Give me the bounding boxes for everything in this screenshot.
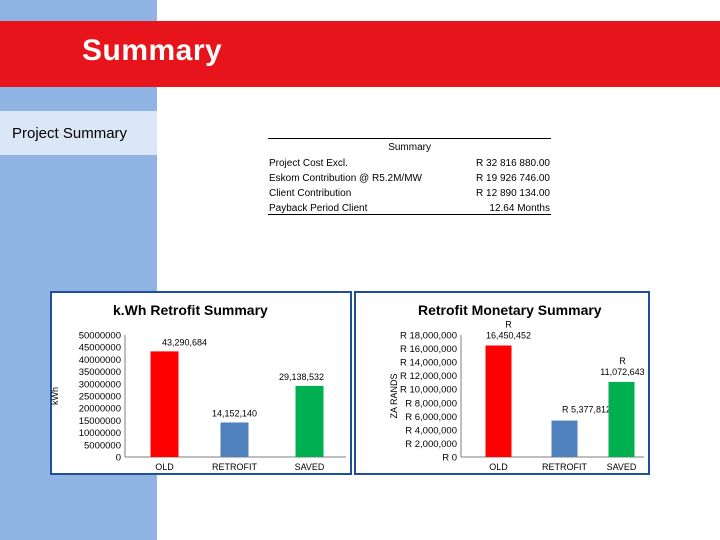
y-tick-label: 25000000 xyxy=(79,392,121,403)
data-label-line: 11,072,643 xyxy=(600,367,644,377)
y-tick-label: 5000000 xyxy=(84,440,121,451)
summary-label: Project Cost Excl. xyxy=(269,158,348,169)
summary-rule-top xyxy=(268,138,551,139)
bar xyxy=(608,381,635,457)
summary-value: R 12 890 134.00 xyxy=(476,188,550,199)
y-tick-label: R 16,000,000 xyxy=(400,344,457,355)
y-tick-label: R 14,000,000 xyxy=(400,358,457,369)
y-tick-label: R 0 xyxy=(442,453,457,464)
x-tick-label: OLD xyxy=(155,462,174,472)
bar xyxy=(295,385,324,457)
data-label: 29,138,532 xyxy=(279,372,324,382)
y-tick-label: 10000000 xyxy=(79,428,121,439)
summary-label: Eskom Contribution @ R5.2M/MW xyxy=(269,173,422,184)
subtitle-box xyxy=(0,111,157,155)
summary-heading: Summary xyxy=(388,142,431,153)
data-label: R 11,072,643 xyxy=(600,356,644,377)
monetary-chart: R 0 R 2,000,000 R 4,000,000 R 6,000,000 R 8,… xyxy=(389,320,645,472)
bar xyxy=(551,420,578,457)
y-tick-label: R 18,000,000 xyxy=(400,331,457,342)
y-tick-label: R 2,000,000 xyxy=(405,439,457,450)
x-tick-label: SAVED xyxy=(607,462,637,472)
y-tick-label: 50000000 xyxy=(79,331,121,342)
y-tick-label: R 12,000,000 xyxy=(400,371,457,382)
summary-label: Payback Period Client xyxy=(269,203,368,214)
title-bar xyxy=(0,21,720,87)
y-tick-label: R 8,000,000 xyxy=(405,398,457,409)
bar xyxy=(150,351,179,457)
data-label-line: 16,450,452 xyxy=(486,331,531,341)
y-tick-label: R 10,000,000 xyxy=(400,385,457,396)
y-tick-label: R 4,000,000 xyxy=(405,425,457,436)
y-axis-label: kWh xyxy=(50,387,60,405)
slide-title: Summary xyxy=(82,34,223,67)
data-label-line: R xyxy=(619,356,626,366)
data-label-line: R xyxy=(505,320,512,330)
kwh-chart: 0 500000010000000150000002000000025000000… xyxy=(50,331,346,472)
bar xyxy=(220,422,249,457)
monetary-chart-title: Retrofit Monetary Summary xyxy=(418,302,602,318)
y-tick-label: 40000000 xyxy=(79,355,121,366)
summary-rule-bottom xyxy=(268,214,551,215)
x-tick-label: RETROFIT xyxy=(542,462,587,472)
y-tick-label: 45000000 xyxy=(79,343,121,354)
summary-value: R 32 816 880.00 xyxy=(476,158,550,169)
bar xyxy=(485,345,512,457)
x-tick-label: SAVED xyxy=(295,462,325,472)
x-tick-label: RETROFIT xyxy=(212,462,257,472)
summary-value: R 19 926 746.00 xyxy=(476,173,550,184)
y-tick-label: 30000000 xyxy=(79,379,121,390)
data-label: 43,290,684 xyxy=(162,337,207,347)
y-tick-label: 15000000 xyxy=(79,416,121,427)
summary-value: 12.64 Months xyxy=(489,203,550,214)
y-tick-label: 0 xyxy=(116,453,121,464)
data-label: 14,152,140 xyxy=(212,408,257,418)
kwh-chart-title: k.Wh Retrofit Summary xyxy=(113,302,268,318)
y-tick-label: 35000000 xyxy=(79,367,121,378)
data-label: R 16,450,452 xyxy=(486,320,531,341)
x-tick-label: OLD xyxy=(489,462,508,472)
slide-subtitle: Project Summary xyxy=(12,125,128,142)
y-axis-label: ZA RANDS xyxy=(389,373,399,418)
y-tick-label: R 6,000,000 xyxy=(405,412,457,423)
summary-label: Client Contribution xyxy=(269,188,352,199)
y-tick-label: 20000000 xyxy=(79,404,121,415)
data-label: R 5,377,812 xyxy=(562,405,611,415)
